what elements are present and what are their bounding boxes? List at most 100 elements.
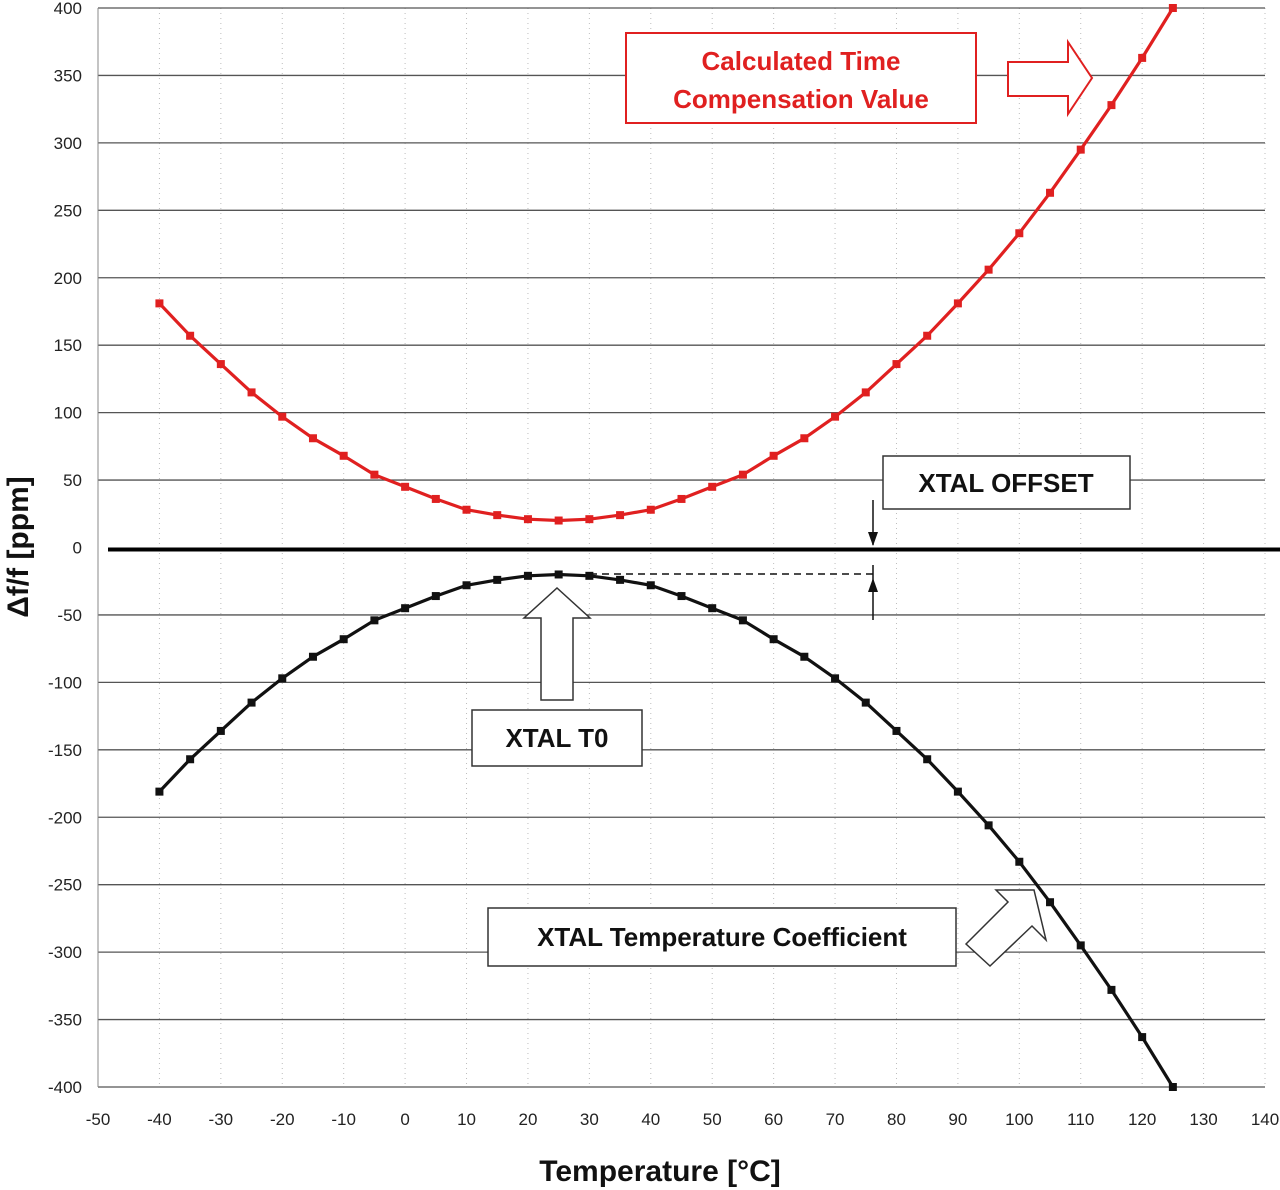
series-point-0 (370, 470, 379, 479)
tc-annotation-box (487, 907, 957, 967)
y-tick-label: 350 (54, 66, 82, 85)
series-point-0 (923, 331, 932, 340)
series-point-1 (216, 726, 225, 735)
series-point-0 (677, 494, 686, 503)
y-tick-label: -300 (48, 943, 82, 962)
series-point-1 (186, 755, 195, 764)
offset-arrow-up-icon (868, 578, 878, 592)
series-line-1 (158, 572, 1175, 1088)
series-line-0 (158, 7, 1175, 523)
series-point-0 (216, 360, 225, 369)
series-point-1 (616, 575, 625, 584)
series-point-1 (1138, 1033, 1147, 1042)
series-point-1 (462, 581, 471, 590)
t0-annotation: XTAL T0 (471, 586, 643, 767)
x-tick-label: 70 (826, 1110, 845, 1129)
y-tick-label: -200 (48, 808, 82, 827)
series-point-0 (339, 451, 348, 460)
tc-arrow-icon (964, 889, 1048, 968)
series-point-1 (278, 674, 287, 683)
x-tick-label: 40 (641, 1110, 660, 1129)
series-point-0 (738, 470, 747, 479)
series-point-0 (616, 511, 625, 520)
x-tick-label: -30 (209, 1110, 234, 1129)
y-tick-label: -400 (48, 1078, 82, 1097)
series-point-1 (984, 821, 993, 830)
series-point-1 (831, 674, 840, 683)
series-point-0 (708, 482, 717, 491)
series-point-1 (1168, 1083, 1177, 1091)
series-point-0 (401, 482, 410, 491)
t0-annotation-label: XTAL T0 (505, 723, 608, 753)
y-tick-label: -50 (57, 606, 82, 625)
series-point-1 (769, 635, 778, 644)
x-tick-label: 100 (1005, 1110, 1033, 1129)
series-point-0 (585, 515, 594, 524)
x-tick-label: -10 (331, 1110, 356, 1129)
y-tick-label: -100 (48, 673, 82, 692)
series-point-0 (1138, 53, 1147, 62)
series-point-0 (431, 494, 440, 503)
series-point-0 (892, 360, 901, 369)
y-tick-label: -250 (48, 876, 82, 895)
x-tick-label: -50 (86, 1110, 111, 1129)
y-tick-label: -150 (48, 741, 82, 760)
series-point-0 (861, 388, 870, 397)
series-point-1 (247, 698, 256, 707)
series-point-1 (953, 787, 962, 796)
x-tick-label: 50 (703, 1110, 722, 1129)
series-point-1 (646, 581, 655, 590)
y-tick-label: 200 (54, 269, 82, 288)
calc-annotation-line1: Calculated Time (702, 46, 901, 76)
y-tick-label: -350 (48, 1011, 82, 1030)
series-point-0 (462, 505, 471, 514)
series-point-1 (493, 575, 502, 584)
x-tick-label: -20 (270, 1110, 295, 1129)
x-axis-title: Temperature [°C] (539, 1155, 780, 1188)
series-point-0 (186, 331, 195, 340)
series-point-0 (493, 511, 502, 520)
calc-arrow-icon (1007, 38, 1094, 118)
series-point-1 (800, 652, 809, 661)
series-point-0 (278, 412, 287, 421)
series-point-0 (1076, 145, 1085, 154)
y-tick-label: 0 (73, 539, 82, 558)
x-tick-label: 110 (1067, 1110, 1094, 1129)
series-point-1 (401, 604, 410, 613)
series-point-0 (1168, 4, 1177, 12)
offset-annotation: XTAL OFFSET (590, 455, 1131, 620)
offset-annotation-label: XTAL OFFSET (918, 468, 1093, 498)
series-point-0 (800, 434, 809, 443)
series-point-1 (861, 698, 870, 707)
series-point-0 (554, 516, 563, 525)
series-point-1 (585, 571, 594, 580)
series-point-1 (1107, 985, 1116, 994)
y-axis-title: Δf/f [ppm] (2, 476, 35, 618)
y-tick-label: 100 (54, 404, 82, 423)
series-point-1 (892, 726, 901, 735)
x-tick-label: 60 (764, 1110, 783, 1129)
y-tick-label: 400 (54, 0, 82, 18)
series-point-0 (247, 388, 256, 397)
y-tick-label: 50 (63, 471, 82, 490)
tc-annotation-label: XTAL Temperature Coefficient (537, 922, 907, 952)
series-point-1 (1015, 857, 1024, 866)
calc-annotation: Calculated Time Compensation Value (625, 32, 1094, 124)
offset-arrow-down-icon (868, 532, 878, 546)
series-point-0 (646, 505, 655, 514)
series-point-1 (1046, 898, 1055, 907)
series-point-1 (155, 787, 164, 796)
series-point-0 (155, 299, 164, 308)
t0-annotation-box (471, 709, 643, 767)
x-tick-label: -40 (147, 1110, 172, 1129)
offset-annotation-box (882, 455, 1131, 510)
x-tick-label: 0 (400, 1110, 409, 1129)
series-point-1 (708, 604, 717, 613)
series-point-0 (308, 434, 317, 443)
x-tick-label: 120 (1128, 1110, 1156, 1129)
x-tick-label: 10 (457, 1110, 476, 1129)
y-tick-label: 250 (54, 201, 82, 220)
y-tick-label: 150 (54, 336, 82, 355)
series-point-0 (831, 412, 840, 421)
